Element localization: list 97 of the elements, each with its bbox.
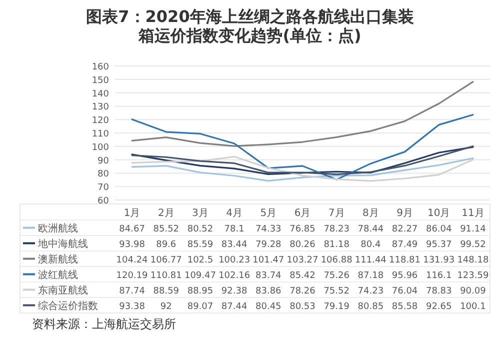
data-label: 83.44: [221, 240, 248, 250]
x-tick-label: 7月: [328, 208, 345, 219]
data-label: 80.26: [290, 240, 316, 250]
data-label: 87.44: [221, 302, 248, 312]
data-label: 93.38: [119, 302, 146, 312]
data-label: 76.85: [290, 224, 316, 234]
data-label: 95.37: [426, 240, 452, 250]
x-tick-label: 1月: [124, 208, 140, 219]
data-label: 80.85: [358, 302, 384, 312]
data-label: 92: [160, 302, 172, 312]
data-label: 101.47: [252, 255, 284, 266]
data-label: 100.1: [460, 302, 486, 312]
data-label: 89.6: [156, 240, 176, 250]
data-label: 111.44: [354, 255, 387, 266]
title: 图表7：2020年海上丝绸之路各航线出口集装箱运价指数变化趋势(单位：点): [86, 7, 414, 45]
data-label: 80.4: [360, 240, 381, 250]
data-label: 87.18: [358, 270, 384, 281]
data-label: 88.95: [187, 286, 214, 296]
data-label: 74.23: [358, 286, 384, 296]
data-label: 99.52: [460, 240, 486, 250]
data-label: 93.98: [119, 240, 146, 250]
data-label: 118.81: [389, 255, 421, 266]
data-label: 123.59: [457, 270, 489, 281]
data-label: 86.04: [426, 224, 452, 234]
data-label: 83.86: [256, 286, 282, 296]
data-label: 92.65: [426, 302, 452, 312]
data-label: 103.27: [286, 255, 318, 266]
data-label: 78.23: [324, 224, 350, 234]
data-label: 106.88: [320, 255, 353, 266]
data-label: 84.67: [119, 224, 145, 234]
data-label: 81.18: [324, 240, 350, 250]
data-label: 106.77: [150, 255, 182, 266]
data-label: 148.18: [457, 255, 489, 266]
y-tick-label: 160: [92, 62, 110, 72]
data-label: 91.14: [460, 224, 486, 234]
x-tick-label: 6月: [294, 208, 311, 219]
data-label: 102.16: [218, 270, 250, 281]
x-tick-label: 11月: [462, 208, 484, 219]
data-label: 109.47: [184, 270, 216, 281]
y-tick-label: 120: [92, 116, 110, 126]
legend-label: 波红航线: [38, 268, 78, 281]
data-label: 102.5: [187, 255, 214, 266]
data-label: 76.04: [392, 286, 418, 296]
data-label: 80.52: [187, 224, 214, 234]
data-label: 75.52: [324, 286, 350, 296]
x-tick-label: 2月: [158, 208, 174, 219]
x-tick-label: 3月: [192, 208, 208, 219]
y-tick-label: 140: [92, 89, 110, 100]
x-tick-label: 9月: [396, 208, 413, 219]
data-label: 87.49: [392, 240, 418, 250]
data-label: 90.09: [460, 286, 486, 296]
text: 资料来源：上海航运交易所: [32, 317, 176, 331]
data-label: 92.38: [221, 286, 248, 296]
data-label: 116.1: [426, 270, 452, 281]
data-label: 120.19: [116, 270, 148, 281]
y-tick-label: 110: [92, 130, 110, 140]
data-label: 85.42: [290, 270, 316, 281]
data-label: 74.33: [256, 224, 282, 234]
legend-label: 东南亚航线: [38, 284, 88, 296]
data-label: 85.58: [392, 302, 418, 312]
x-tick-label: 5月: [260, 208, 277, 219]
data-label: 80.53: [290, 302, 316, 312]
x-tick-label: 8月: [362, 208, 379, 219]
y-tick-label: 150: [92, 76, 110, 86]
data-label: 78.26: [290, 286, 316, 296]
data-label: 95.96: [392, 270, 418, 281]
data-label: 82.27: [392, 224, 418, 234]
data-label: 100.23: [218, 255, 250, 266]
y-tick-label: 60: [98, 196, 110, 206]
y-tick-label: 90: [98, 156, 110, 166]
y-tick-label: 70: [98, 183, 110, 194]
data-label: 83.74: [256, 270, 282, 281]
legend-label: 地中海航线: [37, 238, 88, 250]
y-tick-label: 130: [92, 102, 110, 113]
legend-label: 欧洲航线: [38, 222, 78, 234]
data-label: 75.26: [324, 270, 350, 281]
data-label: 85.59: [187, 240, 214, 250]
data-label: 78.44: [358, 224, 384, 234]
legend-label: 澳新航线: [38, 253, 78, 266]
x-tick-label: 10月: [427, 208, 450, 219]
y-tick-label: 80: [98, 170, 110, 180]
x-tick-label: 4月: [226, 208, 243, 219]
data-label: 87.74: [119, 286, 146, 296]
data-label: 80.45: [256, 302, 282, 312]
data-table: 1月 2月 3月 4月 5月 6月 7月 8月 9月 10月 11月 欧洲航线 84.67 85.52 80.52 78.1 74.33 76.85 78.23 78.44 82.27 86.04 91.14 地中海航线 93.98 89.6 85.59 83.44 79.28 80.26 81.18 80.4 87.49 95.37 99.52 澳新航线 104.24 106.77 102.5 100.23 101.47 103.27 106.88 111.44 118.81 131.93 148.18 波红航线 120.19 110.81 109.47 102.16 83.74 85.42 75.26 87.18 95.96 116.1 123.59 东南亚航线 87.74 88.59 88.95 92.38 83.86 78.26 75.52 74.23 76.04 78.83 90.09 综合运价指数 93.38 92 89.07 87.44 80.45 80.53 79.19 80.85 85.58 92.65 100.1: [20, 204, 490, 314]
data-label: 79.19: [324, 302, 350, 312]
data-label: 104.24: [116, 255, 148, 266]
data-label: 88.59: [153, 286, 180, 296]
data-label: 78.83: [426, 286, 452, 296]
data-label: 85.52: [153, 224, 180, 234]
data-label: 110.81: [150, 270, 182, 281]
data-label: 78.1: [224, 224, 244, 234]
y-tick-label: 100: [92, 142, 110, 153]
legend-label: 综合运价指数: [38, 300, 98, 312]
data-label: 89.07: [187, 302, 214, 312]
data-label: 131.93: [423, 255, 455, 266]
data-label: 79.28: [256, 240, 282, 250]
